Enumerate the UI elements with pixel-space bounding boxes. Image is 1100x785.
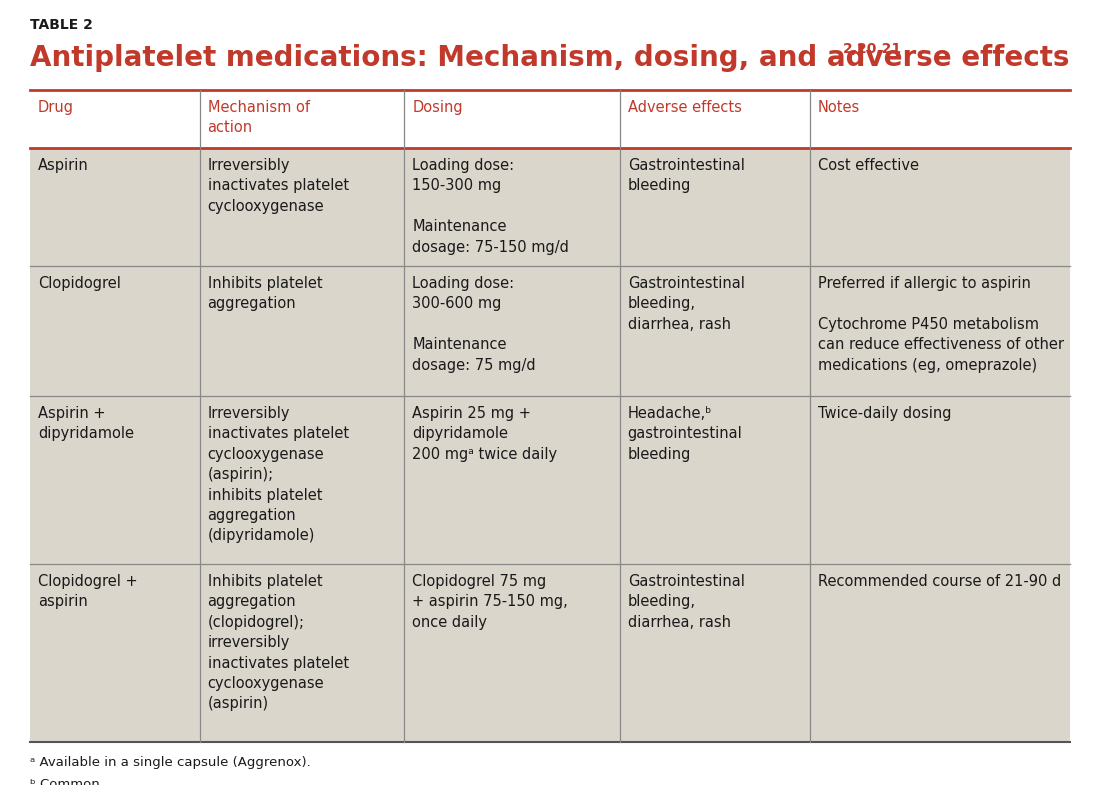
Text: Preferred if allergic to aspirin

Cytochrome P450 metabolism
can reduce effectiv: Preferred if allergic to aspirin Cytochr…: [818, 276, 1064, 373]
Text: Loading dose:
150-300 mg

Maintenance
dosage: 75-150 mg/d: Loading dose: 150-300 mg Maintenance dos…: [412, 158, 570, 254]
Text: Dosing: Dosing: [412, 100, 463, 115]
Text: Clopidogrel: Clopidogrel: [39, 276, 121, 291]
Text: Adverse effects: Adverse effects: [628, 100, 741, 115]
Text: Headache,ᵇ
gastrointestinal
bleeding: Headache,ᵇ gastrointestinal bleeding: [628, 406, 742, 462]
Text: Loading dose:
300-600 mg

Maintenance
dosage: 75 mg/d: Loading dose: 300-600 mg Maintenance dos…: [412, 276, 536, 373]
Text: ᵇ Common.: ᵇ Common.: [30, 778, 103, 785]
Text: Clopidogrel 75 mg
+ aspirin 75-150 mg,
once daily: Clopidogrel 75 mg + aspirin 75-150 mg, o…: [412, 574, 568, 630]
Text: Clopidogrel +
aspirin: Clopidogrel + aspirin: [39, 574, 138, 609]
Text: Irreversibly
inactivates platelet
cyclooxygenase
(aspirin);
inhibits platelet
ag: Irreversibly inactivates platelet cycloo…: [208, 406, 349, 543]
Text: Mechanism of
action: Mechanism of action: [208, 100, 309, 135]
Text: Inhibits platelet
aggregation
(clopidogrel);
irreversibly
inactivates platelet
c: Inhibits platelet aggregation (clopidogr…: [208, 574, 349, 711]
Bar: [30, 396, 1070, 564]
Text: Gastrointestinal
bleeding: Gastrointestinal bleeding: [628, 158, 745, 193]
Text: Aspirin: Aspirin: [39, 158, 89, 173]
Text: Recommended course of 21-90 d: Recommended course of 21-90 d: [818, 574, 1062, 589]
Text: Cost effective: Cost effective: [818, 158, 918, 173]
Text: ᵃ Available in a single capsule (Aggrenox).: ᵃ Available in a single capsule (Aggreno…: [30, 756, 310, 769]
Bar: [30, 266, 1070, 396]
Text: Gastrointestinal
bleeding,
diarrhea, rash: Gastrointestinal bleeding, diarrhea, ras…: [628, 276, 745, 332]
Text: Irreversibly
inactivates platelet
cyclooxygenase: Irreversibly inactivates platelet cycloo…: [208, 158, 349, 214]
Text: Aspirin 25 mg +
dipyridamole
200 mgᵃ twice daily: Aspirin 25 mg + dipyridamole 200 mgᵃ twi…: [412, 406, 558, 462]
Text: Notes: Notes: [818, 100, 860, 115]
Text: Drug: Drug: [39, 100, 74, 115]
Text: Gastrointestinal
bleeding,
diarrhea, rash: Gastrointestinal bleeding, diarrhea, ras…: [628, 574, 745, 630]
Bar: [30, 148, 1070, 266]
Bar: [30, 564, 1070, 742]
Text: Aspirin +
dipyridamole: Aspirin + dipyridamole: [39, 406, 134, 441]
Bar: [30, 90, 1070, 148]
Text: Twice-daily dosing: Twice-daily dosing: [818, 406, 952, 421]
Text: 2,20,21: 2,20,21: [843, 42, 902, 56]
Text: Inhibits platelet
aggregation: Inhibits platelet aggregation: [208, 276, 322, 312]
Text: Antiplatelet medications: Mechanism, dosing, and adverse effects: Antiplatelet medications: Mechanism, dos…: [30, 44, 1069, 72]
Text: TABLE 2: TABLE 2: [30, 18, 92, 32]
